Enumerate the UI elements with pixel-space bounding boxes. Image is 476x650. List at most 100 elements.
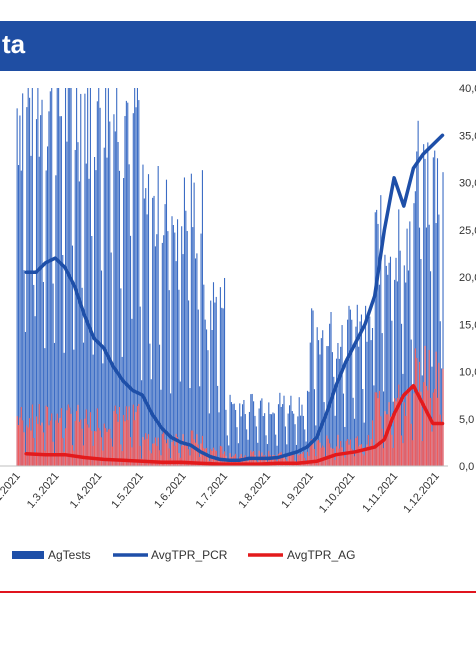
ag-positive-bar <box>342 451 345 466</box>
ag-positive-bar <box>277 453 280 466</box>
agtests-bar <box>103 147 105 466</box>
agtests-bar <box>423 144 425 466</box>
agtests-bar <box>389 256 392 466</box>
agtests-bar <box>118 170 121 466</box>
agtests-bar <box>244 414 246 466</box>
agtests-bar <box>353 418 356 466</box>
ag-positive-bar <box>70 413 72 466</box>
ag-positive-bar <box>188 449 190 466</box>
agtests-bar <box>326 346 328 466</box>
ag-positive-bar <box>427 390 429 466</box>
agtests-bar <box>82 342 85 466</box>
ag-positive-bar <box>396 397 398 466</box>
ag-positive-bar <box>29 418 31 466</box>
ag-positive-bar <box>432 392 434 466</box>
ag-positive-bar <box>416 357 418 466</box>
ag-positive-bar <box>23 432 25 466</box>
agtests-bar <box>74 149 76 466</box>
agtests-bar <box>81 287 83 466</box>
agtests-bar <box>219 287 221 466</box>
agtests-bar <box>438 214 440 466</box>
ag-positive-bar <box>44 450 46 466</box>
x-tick-label: 1.12.2021 <box>401 470 442 515</box>
ag-positive-bar <box>64 428 67 466</box>
agtests-bar <box>197 309 199 466</box>
ag-positive-bar <box>373 446 375 466</box>
agtests-bar <box>333 376 335 466</box>
ag-positive-bar <box>194 442 197 466</box>
ag-positive-bar <box>262 455 264 466</box>
agtests-bar <box>235 409 237 466</box>
agtests-bar <box>84 93 86 467</box>
x-tick-label: 1.7.2021 <box>194 470 231 511</box>
agtests-bar <box>112 366 114 466</box>
ag-positive-bar <box>33 438 35 466</box>
ag-positive-bar <box>221 446 223 466</box>
agtests-bar <box>30 155 32 467</box>
ag-positive-bar <box>19 417 21 466</box>
ag-positive-bar <box>241 457 244 466</box>
ag-positive-bar <box>374 392 376 466</box>
ag-positive-bar <box>89 412 91 466</box>
ag-positive-bar <box>112 446 114 466</box>
ag-positive-bar <box>431 431 433 466</box>
agtests-bar <box>53 342 56 466</box>
agtests-bar <box>279 392 281 466</box>
agtests-bar <box>324 416 327 466</box>
agtests-bar <box>402 373 404 466</box>
agtests-bar <box>64 88 67 466</box>
ag-positive-bar <box>94 430 96 466</box>
agtests-bar <box>92 354 94 466</box>
ag-positive-bar <box>53 453 56 466</box>
agtests-bar <box>143 198 145 466</box>
agtests-bar <box>44 348 46 466</box>
ag-positive-bar <box>353 456 356 466</box>
ag-positive-bar <box>145 433 147 466</box>
agtests-bar <box>188 300 190 466</box>
agtests-bar <box>163 235 165 466</box>
ag-positive-bar <box>150 453 152 466</box>
ag-positive-bar <box>38 404 40 466</box>
ag-positive-bar <box>434 388 436 466</box>
agtests-bar <box>288 405 291 466</box>
agtests-bar <box>293 413 295 466</box>
x-tick-label: 1.2021 <box>0 470 23 503</box>
agtests-bar <box>107 88 109 467</box>
agtests-bar <box>196 253 198 466</box>
agtests-bar <box>392 401 394 466</box>
ag-positive-bar <box>438 362 440 466</box>
agtests-bar <box>99 107 101 467</box>
ag-positive-bar <box>206 447 208 466</box>
agtests-bar <box>80 93 82 467</box>
agtests-bar <box>323 402 325 466</box>
agtests-bar <box>174 232 176 466</box>
agtests-bar <box>280 406 282 466</box>
y-tick-label: 15,0 <box>459 319 476 331</box>
agtests-bar <box>51 88 53 466</box>
agtests-bar <box>134 88 136 466</box>
avgtpr-pcr-line <box>24 133 445 463</box>
agtests-bar <box>272 412 274 466</box>
agtests-bar <box>417 120 419 466</box>
ag-positive-bar <box>131 447 133 466</box>
ag-positive-bar <box>381 428 383 466</box>
agtests-bar <box>23 270 25 466</box>
ag-positive-bar <box>312 443 314 466</box>
ag-positive-bar <box>313 449 315 466</box>
agtests-bar <box>302 415 304 466</box>
ag-positive-bar <box>185 441 187 466</box>
ag-positive-bar <box>259 456 262 466</box>
x-axis: 1.2021 1.3.2021 1.4.2021 1.5.2021 1.6.2021 1.… <box>0 465 448 515</box>
agtests-bar <box>218 412 220 466</box>
agtests-bar <box>52 283 54 466</box>
agtests-bar <box>352 397 354 466</box>
ag-positive-bar <box>293 454 295 466</box>
ag-positive-bar <box>337 434 339 466</box>
title-bar: ta <box>0 21 476 71</box>
ag-positive-bar <box>17 425 20 466</box>
ag-positive-bar <box>42 432 44 466</box>
agtests-bar <box>192 227 194 466</box>
ag-positive-bar <box>84 418 86 466</box>
ag-positive-bar <box>288 455 291 466</box>
agtests-bar <box>100 270 103 466</box>
